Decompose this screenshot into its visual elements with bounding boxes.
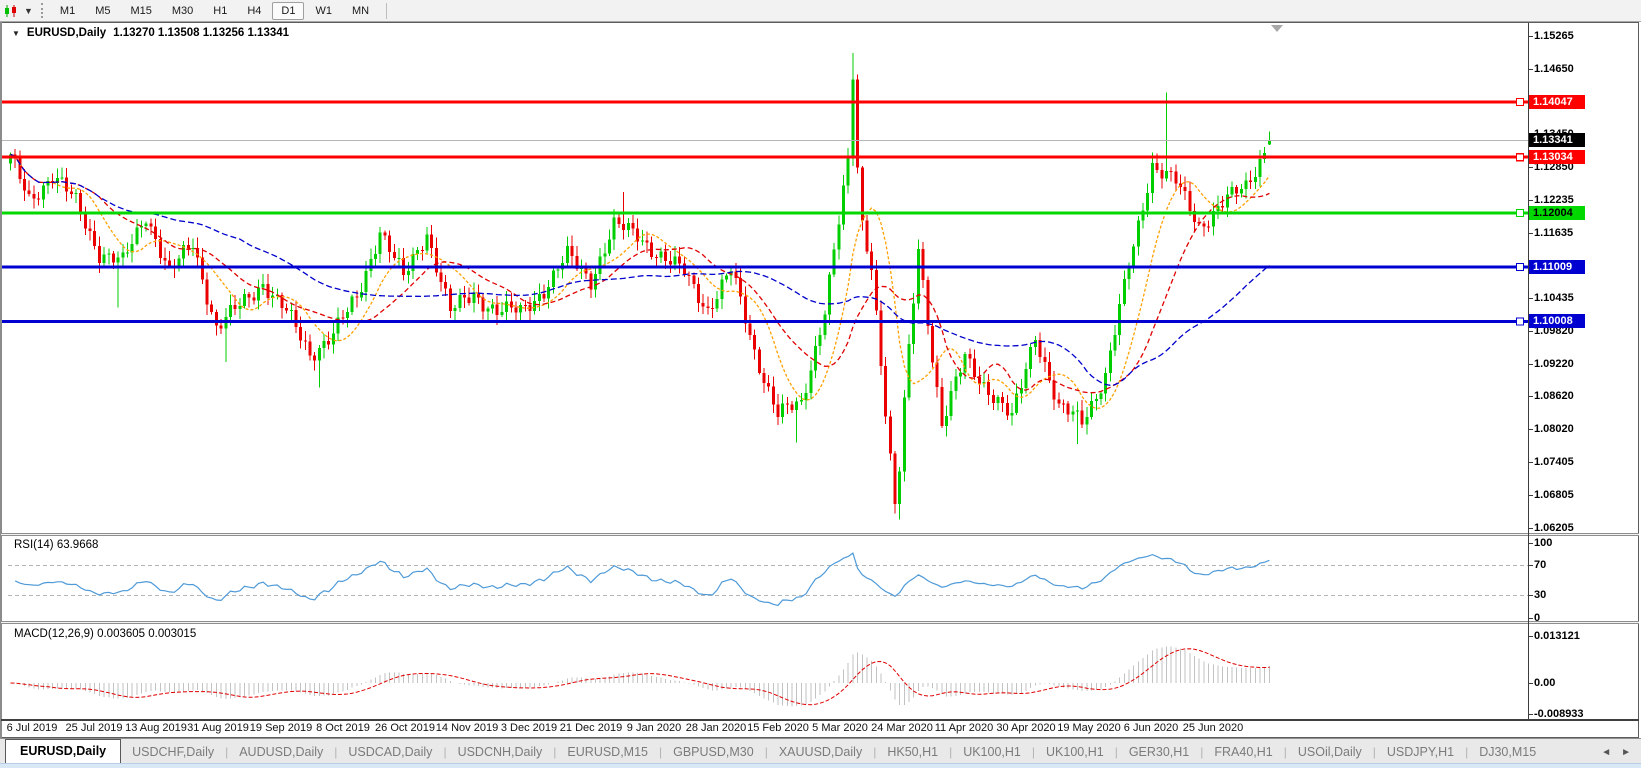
- tab-divider: |: [334, 745, 338, 759]
- tabs-scroll-right-button[interactable]: ►: [1621, 747, 1631, 758]
- window-left-edge: [0, 22, 2, 768]
- horizontal-level-lines: [2, 98, 1528, 326]
- moving-average-lines: [10, 153, 1270, 410]
- tab-divider: |: [443, 745, 447, 759]
- tab-divider: |: [553, 745, 557, 759]
- timeframe-button-M5[interactable]: M5: [95, 4, 111, 17]
- macd-signal-line: [10, 648, 1270, 706]
- tab-divider: |: [1200, 745, 1204, 759]
- tab-divider: |: [659, 745, 663, 759]
- chart-tool-icon[interactable]: [2, 4, 19, 18]
- tab-USOil,Daily[interactable]: USOil,Daily: [1297, 745, 1362, 759]
- timeframe-button-H4[interactable]: H4: [247, 4, 262, 17]
- timeframe-button-H1[interactable]: H1: [213, 4, 228, 17]
- tab-USDCHF,Daily[interactable]: USDCHF,Daily: [132, 745, 215, 759]
- timeframe-button-W1[interactable]: W1: [315, 4, 332, 17]
- tab-divider: |: [949, 745, 953, 759]
- chart-window: [0, 22, 1639, 738]
- tab-divider: |: [873, 745, 877, 759]
- level-line-handle: [1515, 98, 1525, 107]
- tab-AUDUSD,Daily[interactable]: AUDUSD,Daily: [239, 745, 324, 759]
- timeframe-toolbar: ▼ M1 M5 M15 M30 H1 H4 D1 W1 MN: [0, 0, 1641, 22]
- tab-EURUSD,M15[interactable]: EURUSD,M15: [567, 745, 648, 759]
- ma-20-line: [10, 153, 1270, 394]
- tab-divider: |: [1465, 745, 1469, 759]
- tab-EURUSD,Daily[interactable]: EURUSD,Daily: [5, 739, 122, 763]
- tab-divider: |: [1283, 745, 1287, 759]
- tab-HK50,H1[interactable]: HK50,H1: [887, 745, 939, 759]
- level-line-handle: [1515, 317, 1525, 326]
- timeframe-button-M1[interactable]: M1: [59, 4, 76, 17]
- tabs-scroll-left-button[interactable]: ◄: [1601, 747, 1612, 758]
- timeframe-button-D1[interactable]: D1: [272, 1, 305, 20]
- timeframe-button-M15[interactable]: M15: [130, 4, 152, 17]
- level-line-handle: [1515, 263, 1525, 272]
- rsi-indicator: [8, 552, 1528, 607]
- toolbar-separator: [386, 2, 388, 19]
- status-strip: [0, 763, 1641, 768]
- tab-FRA40,H1[interactable]: FRA40,H1: [1214, 745, 1273, 759]
- ma-10-line: [10, 153, 1270, 410]
- tab-navigation: ◄ ►: [1601, 747, 1631, 758]
- symbol-tab-bar: EURUSD,Daily USDCHF,Daily | AUDUSD,Daily | US…: [0, 738, 1641, 763]
- candlesticks: [9, 53, 1271, 520]
- tab-divider: |: [1114, 745, 1118, 759]
- tab-USDCNH,Daily[interactable]: USDCNH,Daily: [457, 745, 543, 759]
- timeframe-button-MN[interactable]: MN: [351, 4, 370, 17]
- timeframe-button-M30[interactable]: M30: [171, 4, 194, 17]
- tool-dropdown-caret-icon[interactable]: ▼: [24, 5, 33, 16]
- ma-50-line: [10, 153, 1270, 386]
- tab-divider: |: [225, 745, 229, 759]
- tab-divider: |: [764, 745, 768, 759]
- tab-divider: |: [1031, 745, 1035, 759]
- tab-UK100,H1[interactable]: UK100,H1: [963, 745, 1021, 759]
- toolbar-grip[interactable]: [40, 3, 43, 18]
- tab-USDCAD,Daily[interactable]: USDCAD,Daily: [348, 745, 433, 759]
- tab-GBPUSD,M30[interactable]: GBPUSD,M30: [673, 745, 754, 759]
- tab-GER30,H1[interactable]: GER30,H1: [1128, 745, 1190, 759]
- tab-USDJPY,H1[interactable]: USDJPY,H1: [1386, 745, 1455, 759]
- level-line-handle: [1515, 208, 1525, 218]
- macd-indicator: [10, 646, 1270, 707]
- tab-UK100,H1[interactable]: UK100,H1: [1046, 745, 1104, 759]
- level-line-handle: [1515, 153, 1525, 162]
- chart-shift-marker: [1271, 25, 1283, 32]
- tab-DJ30,M15[interactable]: DJ30,M15: [1479, 745, 1537, 759]
- rsi-line: [14, 552, 1270, 607]
- tab-divider: |: [1372, 745, 1376, 759]
- tab-XAUUSD,Daily[interactable]: XAUUSD,Daily: [778, 745, 863, 759]
